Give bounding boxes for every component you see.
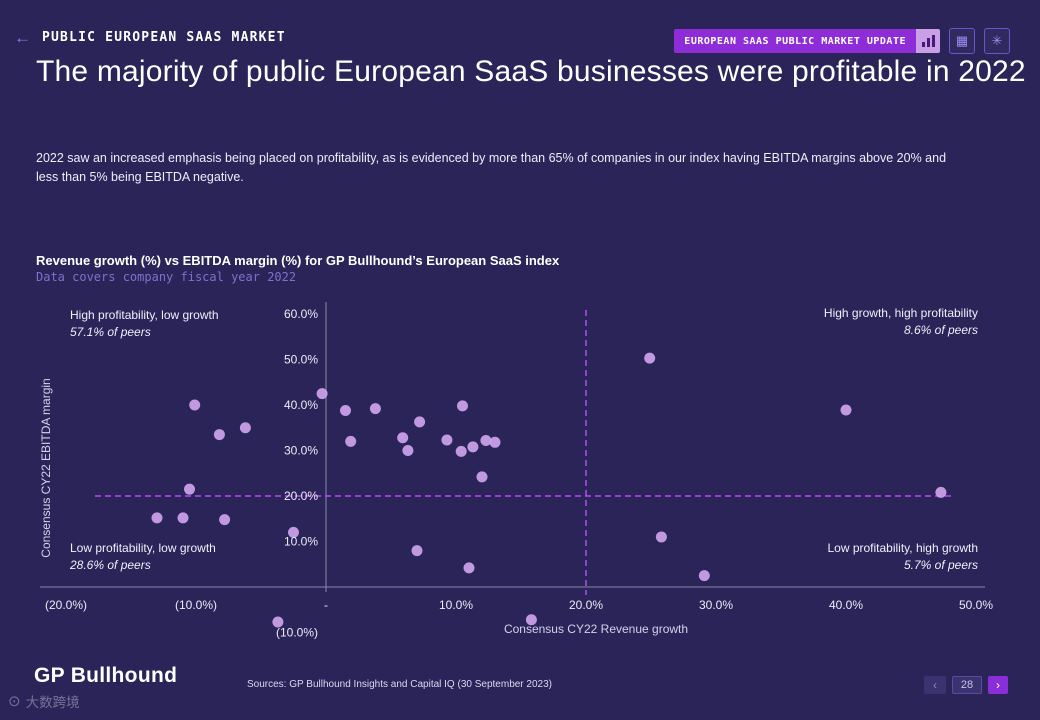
x-tick-label: 20.0% — [569, 598, 603, 612]
scatter-point — [935, 486, 947, 498]
scatter-point — [151, 512, 163, 524]
market-update-badge: EUROPEAN SAAS PUBLIC MARKET UPDATE — [674, 29, 916, 53]
quadrant-label-line2: 8.6% of peers — [903, 323, 978, 337]
x-tick-label: 50.0% — [959, 598, 993, 612]
x-axis-title: Consensus CY22 Revenue growth — [504, 622, 688, 636]
quadrant-label-line2: 57.1% of peers — [70, 325, 151, 339]
quadrant-label-line1: High profitability, low growth — [70, 308, 219, 322]
bar-chart-icon-bar — [921, 42, 925, 47]
subtitle-text: 2022 saw an increased emphasis being pla… — [36, 151, 947, 184]
scatter-point — [644, 352, 656, 364]
bar-chart-icon[interactable] — [916, 29, 940, 53]
quadrant-label-bottom-left: Low profitability, low growth 28.6% of p… — [70, 540, 216, 574]
scatter-point — [239, 422, 251, 434]
y-tick-label: 50.0% — [284, 353, 318, 367]
scatter-point — [457, 400, 468, 412]
topbar-left: ← PUBLIC EUROPEAN SAAS MARKET — [14, 29, 286, 46]
y-tick-label: 40.0% — [284, 398, 318, 412]
x-tick-label: (20.0%) — [45, 598, 87, 612]
scatter-point — [272, 616, 284, 628]
grid-icon-button[interactable]: ▦ — [949, 28, 975, 54]
x-tick-label: (10.0%) — [175, 598, 217, 612]
quadrant-label-line1: Low profitability, high growth — [827, 541, 978, 555]
scatter-point — [655, 531, 667, 543]
scatter-point — [369, 403, 381, 415]
scatter-point — [698, 570, 710, 582]
scatter-point — [397, 432, 409, 444]
scatter-point — [414, 416, 426, 428]
y-tick-label: 30.0% — [284, 444, 318, 458]
y-tick-label: 60.0% — [284, 307, 318, 321]
topbar-right: EUROPEAN SAAS PUBLIC MARKET UPDATE ▦ ✳ — [674, 28, 1010, 54]
back-arrow-icon[interactable]: ← — [14, 28, 31, 47]
scatter-point — [441, 434, 453, 446]
quadrant-label-top-left: High profitability, low growth 57.1% of … — [70, 307, 219, 341]
scatter-point — [411, 545, 423, 557]
scatter-point — [345, 435, 357, 447]
scatter-point — [463, 562, 475, 574]
y-tick-label: (10.0%) — [276, 626, 318, 640]
quadrant-label-line2: 28.6% of peers — [70, 558, 151, 572]
scatter-point — [184, 483, 195, 495]
sources-note: Sources: GP Bullhound Insights and Capit… — [247, 679, 552, 690]
scatter-point — [213, 429, 225, 441]
prev-page-button[interactable]: ‹ — [924, 676, 946, 694]
scatter-point — [525, 614, 537, 626]
next-page-button[interactable]: › — [988, 676, 1008, 694]
watermark-logo-icon: ⊙ — [8, 692, 21, 710]
y-tick-label: 10.0% — [284, 535, 318, 549]
scatter-point — [340, 404, 351, 416]
page-title: The majority of public European SaaS bus… — [36, 55, 1026, 88]
scatter-plot: (20.0%) (10.0%) -10.0% 20.0% 30.0% 40.0% 50.0%… — [39, 302, 993, 640]
scatter-point — [489, 436, 501, 448]
y-axis-title: Consensus CY22 EBITDA margin — [39, 378, 53, 557]
x-tick-label: - — [324, 598, 328, 612]
scatter-point — [316, 388, 328, 400]
breadcrumb: PUBLIC EUROPEAN SAAS MARKET — [42, 30, 286, 45]
chart-title: Revenue growth (%) vs EBITDA margin (%) … — [36, 253, 560, 268]
chart-subtitle: Data covers company fiscal year 2022 — [36, 270, 297, 284]
scatter-point — [288, 526, 299, 538]
scatter-point — [219, 514, 231, 526]
quadrant-label-line2: 5.7% of peers — [903, 558, 978, 572]
scatter-point — [480, 434, 492, 446]
scatter-point — [476, 471, 488, 483]
scatter-point — [402, 445, 414, 456]
quadrant-label-top-right: High growth, high profitability 8.6% of … — [824, 305, 978, 339]
scatter-point — [840, 404, 852, 416]
watermark-text: 大数跨境 — [25, 695, 80, 710]
x-tick-label: 40.0% — [829, 598, 863, 612]
gp-bullhound-logo: GP Bullhound — [34, 664, 178, 687]
x-tick-label: 10.0% — [439, 598, 473, 612]
bar-chart-icon-bar — [926, 38, 930, 47]
pagination: ‹ 28 › — [924, 676, 1008, 694]
scatter-point — [177, 512, 189, 524]
bar-chart-icon-bar — [931, 35, 935, 47]
scatter-point — [455, 445, 467, 457]
page-number: 28 — [952, 676, 982, 694]
quadrant-label-bottom-right: Low profitability, high growth 5.7% of p… — [827, 540, 978, 574]
scatter-chart: (20.0%) (10.0%) -10.0% 20.0% 30.0% 40.0% 50.0%… — [39, 298, 993, 648]
quadrant-label-line1: High growth, high profitability — [823, 306, 978, 320]
y-tick-label: 20.0% — [284, 489, 318, 503]
sparkle-icon-button[interactable]: ✳ — [984, 28, 1010, 54]
scatter-point — [467, 441, 479, 453]
x-tick-label: 30.0% — [699, 598, 733, 612]
watermark: ⊙ 大数跨境 — [8, 691, 80, 711]
scatter-point — [189, 399, 201, 411]
badge-group: EUROPEAN SAAS PUBLIC MARKET UPDATE — [674, 29, 940, 53]
quadrant-label-line1: Low profitability, low growth — [70, 541, 216, 555]
